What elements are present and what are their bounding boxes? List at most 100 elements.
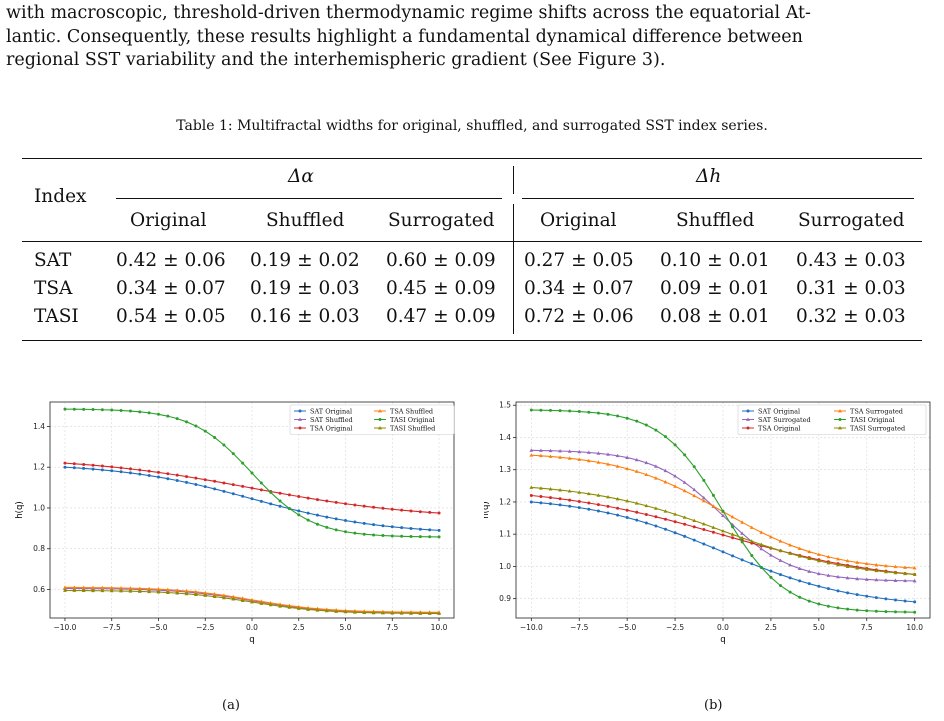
data-point (91, 463, 95, 467)
data-point (731, 536, 735, 540)
data-point (278, 602, 282, 606)
data-point (587, 410, 591, 414)
data-point (539, 408, 543, 412)
data-point (644, 460, 649, 465)
data-point (110, 465, 114, 469)
data-point (325, 499, 329, 503)
data-point (372, 505, 376, 509)
data-point (138, 410, 142, 414)
data-point (549, 408, 552, 412)
data-point (731, 554, 735, 558)
data-point (138, 472, 142, 476)
y-tick-label: 1.2 (499, 497, 511, 506)
data-point (721, 533, 725, 537)
data-point (836, 589, 840, 593)
data-point (259, 499, 263, 503)
data-point (788, 576, 792, 580)
data-point (779, 584, 782, 588)
x-tick-label: 7.5 (861, 623, 873, 632)
data-point (807, 582, 811, 586)
data-point (109, 585, 114, 590)
data-point (250, 597, 254, 602)
x-tick-label: −2.5 (196, 623, 214, 632)
data-point (864, 567, 869, 571)
data-point (362, 532, 366, 536)
data-point (740, 540, 744, 544)
data-point (740, 520, 745, 524)
data-point (137, 589, 142, 593)
legend-label: TASI Original (850, 416, 895, 424)
data-point (596, 460, 601, 464)
data-point (625, 455, 630, 459)
data-point (855, 576, 860, 581)
subfigure-label-a: (a) (222, 698, 240, 713)
legend-marker (838, 418, 842, 421)
data-point (353, 531, 357, 535)
data-point (846, 607, 850, 611)
data-point (721, 513, 725, 518)
data-point (222, 443, 226, 447)
legend (289, 404, 455, 435)
data-point (409, 535, 413, 539)
legend-marker (378, 409, 382, 413)
data-point (296, 606, 301, 610)
x-axis-label: q (720, 635, 725, 645)
data-point (353, 503, 357, 507)
body-paragraph: with macroscopic, threshold-driven therm… (6, 2, 936, 73)
data-point (577, 410, 581, 414)
data-point (577, 499, 581, 503)
data-point (673, 484, 677, 488)
data-point (203, 485, 207, 489)
data-point (701, 498, 706, 503)
data-point (596, 509, 600, 513)
data-point (836, 562, 840, 567)
data-point (798, 595, 802, 599)
data-point (91, 408, 95, 412)
legend-label: TASI Surrogated (850, 424, 905, 432)
y-tick-label: 0.6 (33, 585, 45, 594)
data-point (634, 501, 639, 505)
legend-label: SAT Original (310, 407, 352, 415)
data-point (864, 561, 869, 566)
data-point (539, 501, 543, 505)
data-point (100, 468, 104, 472)
data-point (381, 610, 385, 615)
data-point (740, 535, 745, 540)
data-point (306, 518, 310, 522)
data-point (683, 534, 687, 538)
data-point (81, 585, 86, 589)
y-axis-label: h(q) (484, 501, 491, 518)
data-point (778, 558, 783, 562)
data-point (884, 569, 888, 574)
x-tick-label: 10.0 (906, 623, 923, 632)
table-cell: 0.19 ± 0.02 (250, 250, 360, 271)
data-point (222, 489, 226, 493)
data-point (63, 588, 67, 592)
data-point (91, 588, 95, 593)
data-point (156, 475, 160, 479)
data-point (606, 504, 610, 508)
data-point (759, 542, 764, 546)
legend-label: TASI Shuffled (390, 424, 435, 432)
data-point (567, 489, 572, 493)
data-point (437, 611, 441, 615)
data-point (625, 499, 630, 503)
data-point (268, 600, 273, 605)
data-point (568, 498, 572, 502)
data-point (137, 586, 142, 590)
data-point (175, 591, 180, 595)
data-point (874, 596, 878, 600)
data-point (344, 530, 348, 534)
data-point (147, 411, 151, 415)
data-point (100, 408, 104, 412)
data-point (807, 599, 811, 603)
data-point (740, 531, 745, 535)
data-point (903, 578, 907, 583)
data-point (250, 497, 254, 501)
data-point (147, 469, 151, 473)
data-point (558, 455, 562, 459)
data-point (82, 407, 86, 411)
legend-label: TSA Original (758, 424, 800, 432)
data-point (711, 493, 715, 497)
data-point (606, 452, 610, 456)
